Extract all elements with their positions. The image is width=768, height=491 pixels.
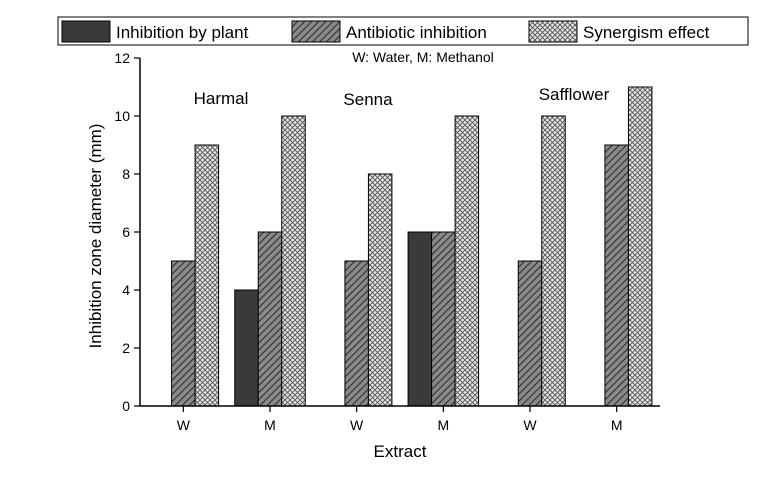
bar-antibiotic-inhibition-3 [431,231,456,407]
y-tick-label: 6 [122,224,130,240]
y-tick-label: 2 [122,340,130,356]
legend-swatch-synergism-effect [528,20,578,43]
legend-swatch-antibiotic-inhibition [291,20,341,43]
legend: Inhibition by plant Antibiotic inhibitio… [57,16,749,46]
bar-antibiotic-inhibition-0 [171,260,196,407]
bar-antibiotic-inhibition-1 [257,231,283,407]
bar-synergism-effect-1 [281,115,306,407]
bars-layer [171,86,653,407]
bar-inhibition-by-plant-3 [407,231,433,407]
y-axis-title: Inhibition zone diameter (mm) [86,124,105,349]
y-axis-ticks: 0 2 4 6 8 10 12 [114,50,140,414]
x-tick-label: M [264,417,276,433]
legend-label-antibiotic-inhibition: Antibiotic inhibition [346,23,487,42]
bar-antibiotic-inhibition-4 [517,260,543,407]
group-label-harmal: Harmal [194,89,249,108]
legend-frame [57,16,749,46]
y-tick-label: 0 [122,398,130,414]
x-tick-label: M [611,417,623,433]
bar-synergism-effect-2 [367,173,393,407]
group-label-safflower: Safflower [539,85,610,104]
y-tick-label: 12 [114,50,130,66]
bar-inhibition-by-plant-1 [234,289,259,407]
legend-swatch-inhibition-by-plant [61,20,111,43]
bar-synergism-effect-3 [454,115,480,407]
legend-label-synergism-effect: Synergism effect [583,23,710,42]
chart-subtitle: W: Water, M: Methanol [352,49,494,65]
bar-antibiotic-inhibition-5 [604,144,629,407]
bar-synergism-effect-5 [627,86,653,407]
bar-synergism-effect-0 [194,144,220,407]
bar-synergism-effect-4 [541,115,566,407]
x-tick-label: W [177,417,191,433]
x-tick-label: M [437,417,449,433]
bar-antibiotic-inhibition-2 [344,260,369,407]
x-tick-label: W [523,417,537,433]
x-axis-title: Extract [374,442,427,461]
group-label-senna: Senna [343,90,393,109]
legend-label-inhibition-by-plant: Inhibition by plant [116,23,249,42]
x-tick-label: W [350,417,364,433]
y-tick-label: 4 [122,282,130,298]
y-tick-label: 8 [122,166,130,182]
y-tick-label: 10 [114,108,130,124]
